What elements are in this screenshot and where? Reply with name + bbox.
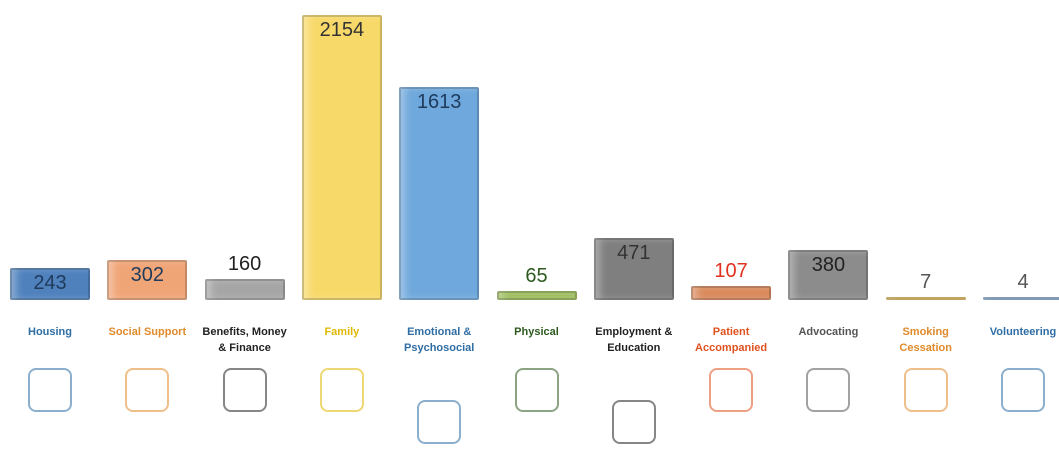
value-label: 243 [33,271,67,294]
value-label: 1613 [416,90,462,113]
category-label: Physical [514,326,559,338]
category-label: Emotional & Psychosocial [404,326,475,354]
category-icon [806,368,851,412]
value-label: 107 [714,259,748,282]
value-label: 4 [1017,271,1029,293]
category-icon [125,368,170,412]
value-label: 65 [525,265,548,288]
category-icon [1001,368,1045,412]
category-icon [28,368,72,412]
category-label: Family [324,326,360,338]
value-label: 471 [617,241,651,264]
category-icon [611,400,656,444]
bar [691,285,772,300]
value-label: 160 [227,252,262,275]
bar [399,86,480,300]
category-label: Housing [28,326,72,338]
category-label: Patient Accompanied [695,326,768,354]
value-label: 380 [811,253,846,276]
category-icon [319,368,364,412]
bar [107,260,188,300]
bar [496,291,577,300]
category-icon [417,400,462,444]
bar [593,237,674,300]
category-label: Volunteering [989,326,1057,338]
bar [885,297,966,300]
category-icon [903,368,948,412]
category-label: Employment & Education [595,326,673,354]
category-label: Smoking Cessation [899,326,952,354]
category-label: Benefits, Money & Finance [202,326,287,354]
bar [301,15,382,300]
category-label: Advocating [798,326,859,338]
bar [788,249,869,300]
category-label: Social Support [108,326,187,338]
value-label: 2154 [319,19,365,41]
bar [983,297,1059,300]
value-label: 302 [130,264,164,287]
category-icon [222,368,267,412]
category-icon [709,368,754,412]
bar [204,278,285,300]
value-label: 7 [920,271,932,293]
bar [10,267,90,300]
category-icon [514,368,559,412]
